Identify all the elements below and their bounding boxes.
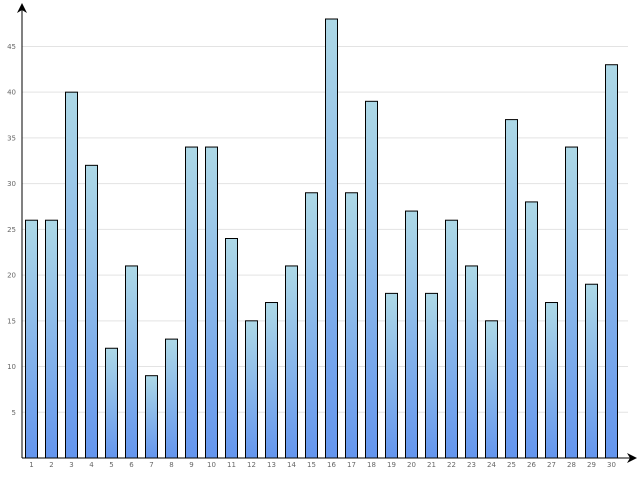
y-tick-label: 25 [7, 226, 16, 234]
axes [17, 3, 637, 463]
bars [25, 18, 618, 459]
y-tick-label: 5 [12, 409, 16, 417]
y-tick-label: 40 [7, 89, 16, 97]
bar [545, 302, 558, 459]
bar [305, 192, 318, 459]
bar [105, 347, 118, 459]
bar [425, 292, 438, 459]
x-tick-label: 14 [287, 461, 296, 469]
bar [405, 210, 418, 459]
bar [585, 283, 598, 459]
bar [605, 64, 618, 459]
bar [345, 192, 358, 459]
bar [385, 292, 398, 459]
y-axis-arrow-icon [17, 3, 27, 13]
x-tick-label: 24 [487, 461, 496, 469]
y-tick-label: 35 [7, 134, 16, 142]
x-axis-arrow-icon [627, 453, 637, 463]
x-tick-label: 28 [567, 461, 576, 469]
x-tick-label: 4 [89, 461, 94, 469]
bar [125, 265, 138, 459]
x-tick-label: 12 [247, 461, 256, 469]
bar [245, 320, 258, 459]
y-tick-label: 20 [7, 272, 16, 280]
bar [185, 146, 198, 459]
y-tick-labels: 5 10 15 20 25 30 35 40 45 [7, 43, 16, 417]
x-tick-label: 7 [149, 461, 153, 469]
x-tick-label: 1 [29, 461, 33, 469]
x-tick-label: 27 [547, 461, 556, 469]
x-tick-labels: 1 2 3 4 5 6 7 8 9 10 11 12 13 14 15 16 17 18 19 20 21 22 23 24 2… [29, 461, 616, 469]
bar [445, 219, 458, 459]
x-tick-label: 21 [427, 461, 436, 469]
x-tick-label: 2 [49, 461, 53, 469]
x-tick-label: 23 [467, 461, 476, 469]
x-tick-label: 5 [109, 461, 113, 469]
bar [325, 18, 338, 459]
x-tick-label: 11 [227, 461, 236, 469]
bar [465, 265, 478, 459]
y-tick-label: 45 [7, 43, 16, 51]
bar [505, 119, 518, 459]
bar [565, 146, 578, 459]
x-tick-label: 15 [307, 461, 316, 469]
x-tick-label: 13 [267, 461, 276, 469]
bar [265, 302, 278, 459]
bar [45, 219, 58, 459]
bar [85, 164, 98, 459]
x-tick-label: 10 [207, 461, 216, 469]
x-tick-label: 25 [507, 461, 516, 469]
bar [485, 320, 498, 459]
x-tick-label: 6 [129, 461, 134, 469]
x-tick-label: 26 [527, 461, 536, 469]
x-tick-label: 19 [387, 461, 396, 469]
x-tick-label: 9 [189, 461, 193, 469]
x-tick-label: 17 [347, 461, 356, 469]
x-tick-label: 8 [169, 461, 173, 469]
bar [525, 201, 538, 459]
x-tick-label: 29 [587, 461, 596, 469]
x-tick-label: 3 [69, 461, 73, 469]
y-tick-label: 10 [7, 363, 16, 371]
y-tick-label: 30 [7, 180, 16, 188]
x-tick-label: 22 [447, 461, 456, 469]
bar [285, 265, 298, 459]
bar [365, 100, 378, 459]
bar [165, 338, 178, 459]
x-tick-label: 30 [607, 461, 616, 469]
y-tick-label: 15 [7, 317, 16, 325]
x-tick-label: 20 [407, 461, 416, 469]
x-tick-label: 18 [367, 461, 376, 469]
bar [65, 91, 78, 459]
bar [145, 375, 158, 459]
bar [205, 146, 218, 459]
x-tick-label: 16 [327, 461, 336, 469]
bar [25, 219, 38, 459]
bar [225, 238, 238, 459]
